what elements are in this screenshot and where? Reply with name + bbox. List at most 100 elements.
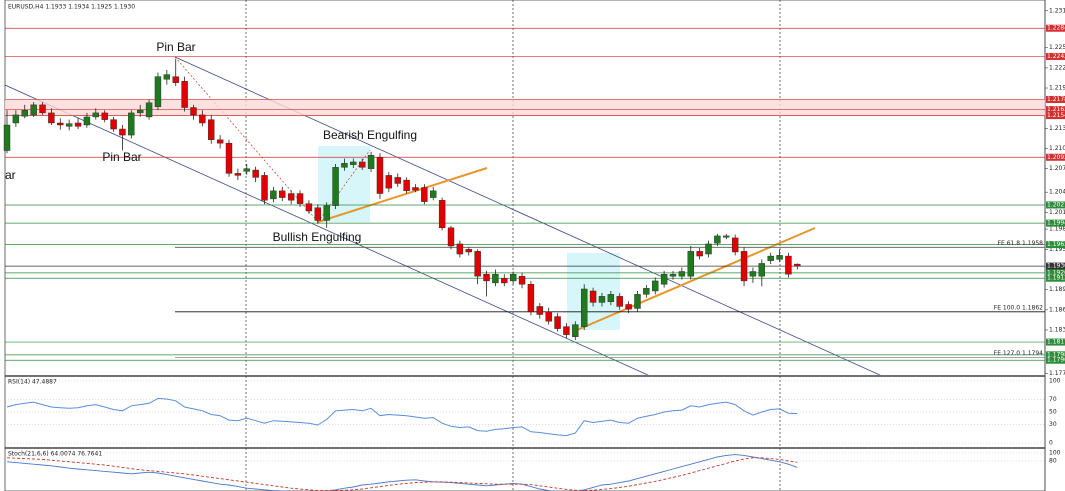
level-tag [1046,241,1065,249]
candle-body [154,76,162,108]
y-tick-label: 1.2310 [1049,7,1065,14]
level-tag [1046,153,1065,161]
candle-body [119,128,126,136]
annotation: ar [5,168,16,182]
candle-body [598,296,606,303]
candle-body [199,114,206,124]
candle-body [563,326,570,335]
candle-body [394,177,401,184]
candle-body [447,227,455,247]
candle-body [323,205,330,221]
level-tag [1046,269,1065,277]
rsi-tick-label: 0 [1049,440,1053,447]
level-tag-label: 1.1817 [1047,339,1065,346]
candle-body [145,102,153,118]
level-tag-label: 1.2092 [1047,154,1065,161]
level-tag-label: 1.1962 [1047,241,1065,248]
level-tag [1046,201,1065,209]
candle-body [136,110,144,114]
stoch-tick-label: 80 [1049,458,1057,465]
candle-body [376,157,384,194]
candle-body [438,200,446,229]
candle-body [678,271,686,277]
candle-body [261,175,268,201]
chart-title: EURUSD,H4 1.1933 1.1934 1.1925 1.1930 [8,4,135,11]
candle-body [128,112,135,136]
annotation: Bearish Engulfing [323,128,417,142]
candle-body [110,119,117,130]
level-tag-label: 1.1994 [1047,220,1065,227]
level-tag-label: 1.1790 [1047,357,1065,364]
trendline [317,167,488,223]
candle-body [776,255,783,260]
candle-body [367,155,375,169]
candle-body [625,304,632,310]
candle-body [749,271,757,277]
rsi-tick-label: 50 [1049,409,1057,416]
candle-body [3,124,11,151]
candle-body [758,263,765,277]
candle-body [314,207,321,221]
candle-body [616,296,623,307]
candle-body [483,273,490,282]
y-tick-label: 1.1865 [1049,306,1065,313]
level-tag-label: 1.1930 [1047,263,1065,270]
candle-body [30,104,37,116]
candle-body [536,306,543,315]
level-tag [1046,338,1065,346]
candle-body [21,110,28,117]
trendline [576,227,816,331]
y-tick-label: 1.2255 [1049,44,1065,51]
candle-body [163,74,171,80]
drawings [4,0,1046,491]
candle-body [634,294,641,309]
candle-body [501,278,508,284]
rsi-tick-label: 70 [1049,396,1057,403]
candle-body [456,243,464,255]
stoch-line [6,454,798,491]
level-tag-label: 1.2284 [1047,25,1065,32]
candle-body [527,284,535,313]
candle-body [216,139,224,144]
level-tag [1046,112,1065,120]
candle-body [252,169,259,178]
candle-body [181,81,188,108]
candle-body [581,288,588,327]
candle-body [225,142,233,174]
candles [3,59,801,341]
candle-body [48,112,55,124]
candle-body [731,237,739,253]
candle-body [83,116,91,126]
candle-body [287,193,295,201]
candle-body [65,123,73,127]
level-tag [1046,95,1065,103]
candle-body [723,235,730,238]
frame [4,0,1046,491]
rsi-tick-label: 30 [1049,421,1057,428]
y-tick-label: 1.2075 [1049,165,1065,172]
indicators [5,380,1045,491]
candle-body [652,280,659,292]
stoch-label: Stoch(21,6,6) 64.0074 76.7641 [8,451,102,458]
candle-body [385,175,393,189]
level-tag-label: 1.1798 [1047,351,1065,358]
y-tick-label: 1.1985 [1049,226,1065,233]
annotation: Pin Bar [156,40,195,54]
y-tick-label: 1.2040 [1049,189,1065,196]
zone [5,99,1045,116]
channel-line [5,84,649,375]
candle-body [687,251,694,277]
candle-body [332,167,339,206]
level-tag [1046,219,1065,227]
candle-body [767,255,774,261]
candle-body [243,168,250,172]
level-tag-label: 1.2178 [1047,96,1065,103]
annotation: Bullish Engulfing [273,230,362,244]
fibo-label: FE 61.8 1.1958 [998,240,1044,247]
level-tag-label: 1.2163 [1047,106,1065,113]
level-tag [1046,356,1065,364]
candle-body [696,251,703,257]
candle-body [465,249,472,253]
